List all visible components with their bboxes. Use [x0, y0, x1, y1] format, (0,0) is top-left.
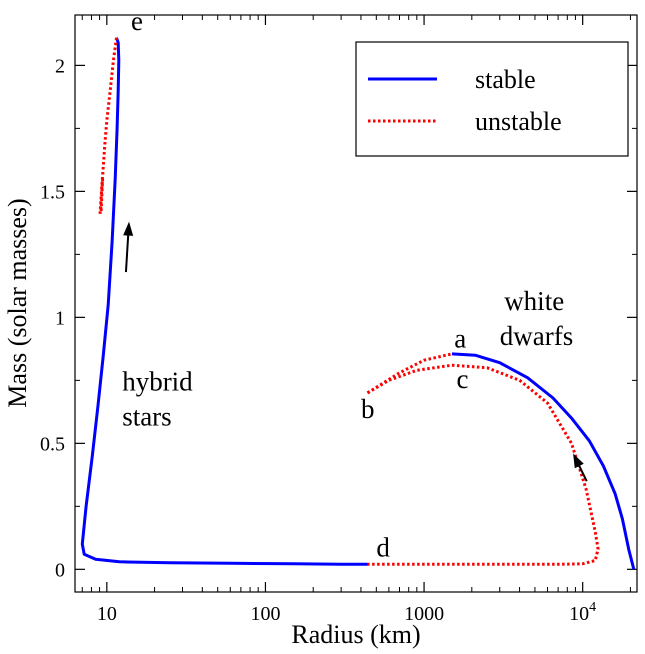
- series-line-unstable: [366, 363, 600, 566]
- y-tick-label: 0.5: [40, 433, 65, 455]
- annotation-stars: stars: [122, 402, 172, 432]
- annotation-a: a: [454, 324, 466, 354]
- y-tick-label: 1: [55, 307, 65, 329]
- x-tick-label: 100: [250, 603, 280, 625]
- y-axis-title: Mass (solar masses): [3, 198, 32, 407]
- annotations: e a b c d hybrid stars white dwarfs: [122, 6, 573, 563]
- x-tick-label: 1000: [404, 603, 444, 625]
- arrow-shaft: [124, 235, 130, 273]
- legend-box: [355, 41, 629, 157]
- series-line-stable: [451, 352, 636, 570]
- arrow-shaft: [578, 465, 588, 482]
- annotation-hybrid: hybrid: [122, 366, 193, 396]
- tick-labels: 0 0.5 1 1.5 2 10 100 1000 104: [40, 55, 596, 625]
- series-layer: [80, 37, 636, 570]
- x-tick-label: 10: [97, 603, 117, 625]
- annotation-d: d: [376, 533, 390, 563]
- series-line-stable: [80, 37, 368, 566]
- x-tick-label: 104: [569, 600, 596, 625]
- legend-label-stable: stable: [475, 65, 536, 94]
- arrow-head: [123, 221, 134, 236]
- series-line-unstable: [98, 37, 118, 215]
- y-tick-label: 2: [55, 55, 65, 77]
- y-tick-label: 0: [55, 559, 65, 581]
- arrows-layer: [123, 221, 588, 482]
- annotation-e: e: [131, 6, 143, 36]
- annotation-white: white: [504, 286, 564, 316]
- legend: stable unstable: [355, 41, 629, 157]
- annotation-dwarfs: dwarfs: [500, 321, 573, 351]
- plot-frame: [74, 14, 638, 593]
- axis-ticks: [75, 15, 637, 592]
- annotation-c: c: [456, 364, 468, 394]
- arrow-head: [573, 453, 584, 469]
- x-axis-title: Radius (km): [291, 620, 420, 649]
- annotation-b: b: [361, 394, 375, 424]
- series-line-unstable: [366, 352, 453, 395]
- y-tick-label: 1.5: [40, 181, 65, 203]
- legend-label-unstable: unstable: [475, 107, 562, 136]
